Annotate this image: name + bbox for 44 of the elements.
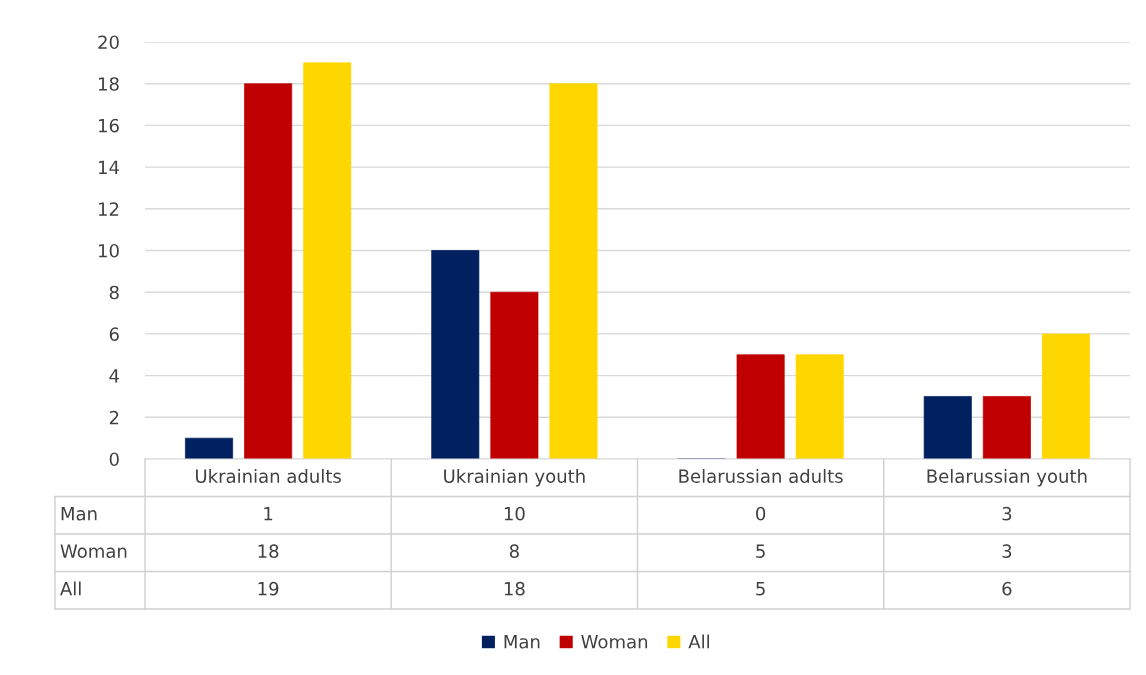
data-label: 5 <box>756 582 765 596</box>
data-label: 19 <box>258 581 279 596</box>
data-label: 6 <box>1002 581 1012 596</box>
data-label: 18 <box>504 581 525 596</box>
y-tick-label: 2 <box>109 410 119 425</box>
y-tick-label: 0 <box>109 452 119 467</box>
y-tick-label: 6 <box>109 327 119 342</box>
x-tick-label: Belarussian adults <box>679 469 843 483</box>
data-label: 3 <box>1002 544 1012 558</box>
data-label: 1 <box>264 507 273 521</box>
y-tick-label: 16 <box>99 118 119 133</box>
x-tick-label: Ukrainian youth <box>444 469 585 487</box>
y-tick-label: 10 <box>99 243 119 258</box>
data-label: 0 <box>756 506 766 521</box>
y-tick-label: 12 <box>99 202 119 216</box>
legend-label: All <box>688 634 709 649</box>
legend-label: Man <box>504 635 540 649</box>
bar <box>1041 333 1090 459</box>
y-tick-label: 18 <box>99 77 119 91</box>
y-tick-label: 20 <box>98 35 119 50</box>
bar <box>982 396 1031 459</box>
y-tick-label: 14 <box>99 160 119 174</box>
y-tick-label: 4 <box>109 369 119 383</box>
bar <box>736 354 785 459</box>
bar <box>431 250 480 459</box>
data-label: 8 <box>509 544 519 558</box>
text: Woman <box>60 544 127 558</box>
bar <box>185 437 234 459</box>
text: All <box>60 581 81 596</box>
text: Man <box>61 507 97 521</box>
bar <box>795 354 844 459</box>
x-tick-label: Belarussian youth <box>927 469 1087 487</box>
data-label: 3 <box>1002 506 1012 521</box>
bar <box>303 62 352 459</box>
bar <box>244 83 293 459</box>
x-tick-label: Ukrainian adults <box>196 469 341 483</box>
bar <box>490 291 539 459</box>
y-tick-label: 8 <box>109 285 119 300</box>
bar <box>923 396 972 459</box>
data-label: 5 <box>756 544 765 558</box>
bar <box>549 83 598 459</box>
data-label: 10 <box>504 506 525 521</box>
data-label: 18 <box>258 544 279 558</box>
legend-label: Woman <box>581 635 648 649</box>
